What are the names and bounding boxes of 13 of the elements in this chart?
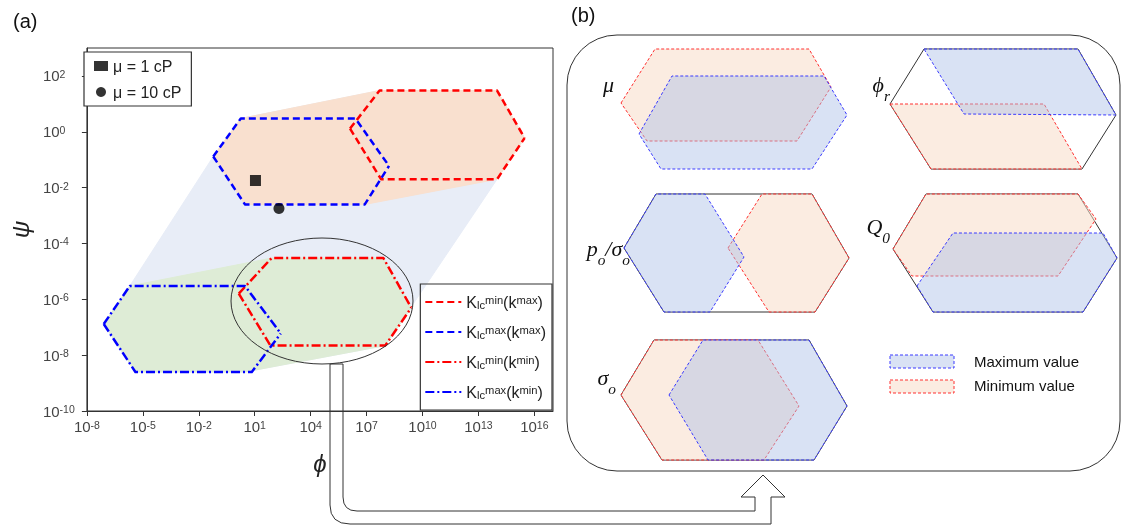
y-axis-title: ψ xyxy=(6,220,34,239)
chart-title: (a) xyxy=(13,10,38,32)
text: Q$_{0}$ xyxy=(866,214,891,246)
text: Minimum value xyxy=(974,377,1075,394)
legend-label: μ = 10 cP xyxy=(113,83,182,101)
text: ϕ$_{r}$ xyxy=(872,72,891,104)
text: μ xyxy=(601,72,614,97)
text: σ$_{o}$ xyxy=(597,365,617,397)
x-axis-title: ϕ xyxy=(313,449,327,477)
text: (b) xyxy=(571,4,596,27)
text: Maximum value xyxy=(974,353,1080,370)
text: p$_{o}$/σ$_{o}$ xyxy=(584,236,631,268)
legend-label: μ = 1 cP xyxy=(113,57,173,75)
